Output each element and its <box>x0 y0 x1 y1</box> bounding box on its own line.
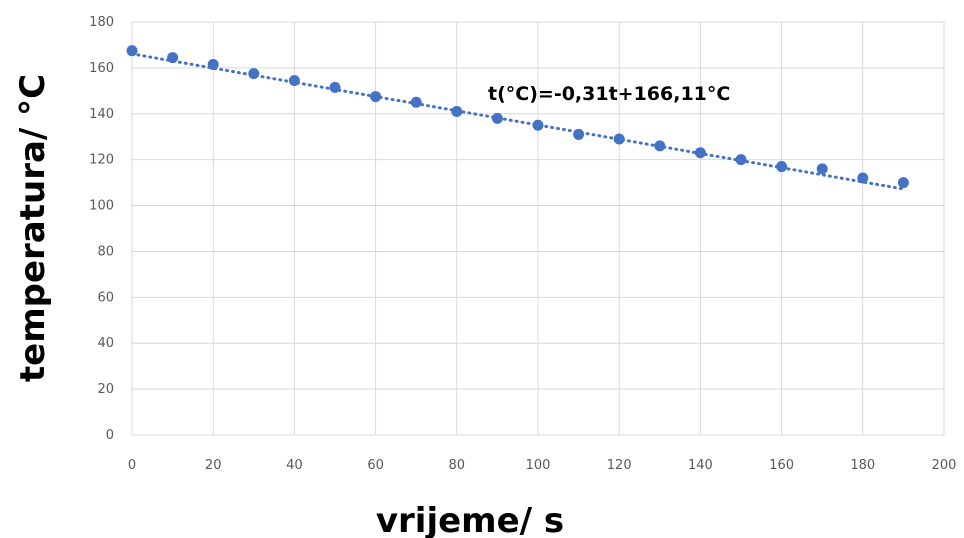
x-tick-labels: 0 20 40 60 80 100 120 140 160 180 200 <box>128 458 957 473</box>
data-point <box>370 91 382 103</box>
data-point <box>654 140 666 152</box>
data-point <box>573 128 585 140</box>
x-axis-title: vrijeme/ s <box>376 501 564 538</box>
data-point <box>613 133 625 145</box>
data-point <box>776 161 788 173</box>
data-point <box>857 172 869 184</box>
y-tick-label: 20 <box>97 382 114 397</box>
horizontal-gridlines <box>132 21 944 436</box>
y-tick-label: 180 <box>89 15 114 30</box>
y-tick-label: 0 <box>106 428 114 443</box>
x-tick-label: 200 <box>932 458 957 473</box>
trendline-layer <box>130 52 905 191</box>
data-point <box>816 163 828 175</box>
y-tick-label: 140 <box>89 107 114 122</box>
x-tick-label: 100 <box>526 458 551 473</box>
x-tick-label: 80 <box>449 458 466 473</box>
data-point <box>451 105 463 117</box>
data-point <box>897 177 909 189</box>
x-tick-label: 40 <box>286 458 303 473</box>
data-point <box>167 52 179 64</box>
vertical-gridlines <box>131 22 945 435</box>
x-tick-label: 120 <box>607 458 632 473</box>
data-point <box>735 154 747 166</box>
y-tick-labels: 0 20 40 60 80 100 120 140 160 180 <box>89 15 114 443</box>
y-axis-title: temperatura/ °C <box>13 74 53 382</box>
y-tick-label: 40 <box>97 336 114 351</box>
x-tick-label: 0 <box>128 458 136 473</box>
trendline <box>130 52 905 191</box>
data-point <box>126 45 138 57</box>
data-point <box>410 96 422 108</box>
y-tick-label: 80 <box>97 244 114 259</box>
data-points <box>126 45 909 189</box>
data-point <box>532 119 544 131</box>
x-tick-label: 160 <box>769 458 794 473</box>
data-point <box>329 81 341 93</box>
y-tick-label: 160 <box>89 61 114 76</box>
data-point <box>491 112 503 124</box>
y-tick-label: 120 <box>89 153 114 168</box>
x-tick-label: 60 <box>367 458 384 473</box>
y-tick-label: 60 <box>97 290 114 305</box>
x-tick-label: 140 <box>688 458 713 473</box>
data-point <box>694 147 706 159</box>
data-point <box>248 68 260 80</box>
x-tick-label: 180 <box>850 458 875 473</box>
x-tick-label: 20 <box>205 458 222 473</box>
data-point <box>207 58 219 70</box>
y-tick-label: 100 <box>89 199 114 214</box>
data-point <box>288 75 300 87</box>
trendline-equation: t(°C)=-0,31t+166,11°C <box>488 83 730 105</box>
